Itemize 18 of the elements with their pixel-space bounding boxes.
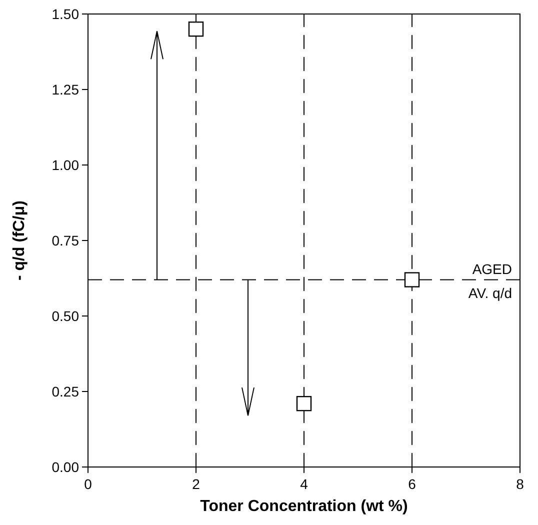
y-tick-label: 1.50 (52, 6, 80, 22)
y-tick-label: 0.25 (52, 383, 80, 400)
point (296, 396, 312, 412)
y-tick-label: 0.00 (52, 458, 80, 475)
point (188, 22, 204, 37)
x-axis-title: Toner Concentration (wt %) (200, 498, 408, 515)
x-tick-label: 4 (300, 476, 308, 492)
y-tick-label: 1.25 (52, 81, 80, 98)
ref-line-label: AGED AV. q/d (468, 260, 512, 301)
x-tick-label: 0 (84, 476, 92, 492)
x-tick-label: 2 (192, 476, 200, 492)
x-tick-label: 6 (408, 476, 416, 492)
y-tick-label: 1.00 (52, 156, 80, 173)
y-tick-label: 0.50 (52, 308, 80, 324)
y-axis-title: - q/d (fC/μ) (11, 200, 28, 280)
x-tick-label: 8 (516, 476, 524, 492)
point (404, 272, 420, 288)
y-tick-label: 0.75 (52, 232, 80, 248)
